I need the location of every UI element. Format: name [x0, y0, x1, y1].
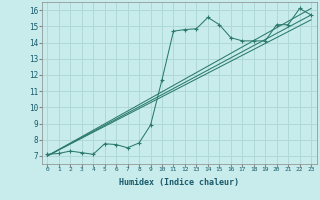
X-axis label: Humidex (Indice chaleur): Humidex (Indice chaleur): [119, 178, 239, 187]
